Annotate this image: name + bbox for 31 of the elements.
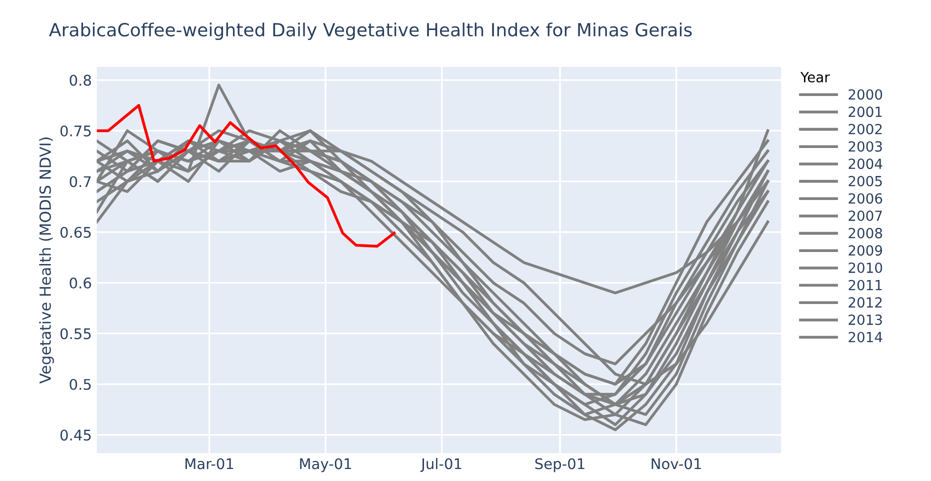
legend-label: 2005 xyxy=(848,176,882,186)
y-tick-label: 0.7 xyxy=(70,176,91,188)
legend-label: 2012 xyxy=(848,297,882,308)
y-axis-title: Vegetative Health (MODIS NDVI) xyxy=(39,138,54,384)
y-tick-label: 0.5 xyxy=(70,378,91,390)
x-tick-label: Nov-01 xyxy=(652,458,701,470)
legend-label: 2006 xyxy=(848,193,882,204)
x-tick-label: Jul-01 xyxy=(420,458,462,472)
legend-label: 2000 xyxy=(848,89,882,100)
y-tick-label: 0.6 xyxy=(70,278,92,289)
legend-label: 2002 xyxy=(848,124,882,134)
x-tick-label: May-01 xyxy=(300,458,352,472)
legend-label: 2003 xyxy=(848,141,882,152)
legend-label: 2008 xyxy=(848,228,882,238)
x-tick-label: Sep-01 xyxy=(535,458,584,472)
chart-title: ArabicaCoffee-weighted Daily Vegetative Health Index for Minas Gerais xyxy=(49,22,692,40)
legend-title: Year xyxy=(800,72,830,82)
y-tick-label: 0.65 xyxy=(60,226,91,238)
legend-label: 2014 xyxy=(848,332,882,342)
y-tick-label: 0.8 xyxy=(70,74,91,86)
legend-label: 2013 xyxy=(848,314,882,326)
legend-label: 2010 xyxy=(848,262,882,274)
legend-label: 2001 xyxy=(848,106,882,118)
legend-label: 2009 xyxy=(848,245,882,256)
y-tick-label: 0.75 xyxy=(60,125,91,136)
y-tick-label: 0.45 xyxy=(60,430,91,441)
legend-label: 2004 xyxy=(848,158,882,170)
legend-label: 2007 xyxy=(848,210,882,222)
y-tick-label: 0.55 xyxy=(60,328,91,340)
x-tick-label: Mar-01 xyxy=(186,458,234,470)
legend-label: 2011 xyxy=(848,280,882,290)
